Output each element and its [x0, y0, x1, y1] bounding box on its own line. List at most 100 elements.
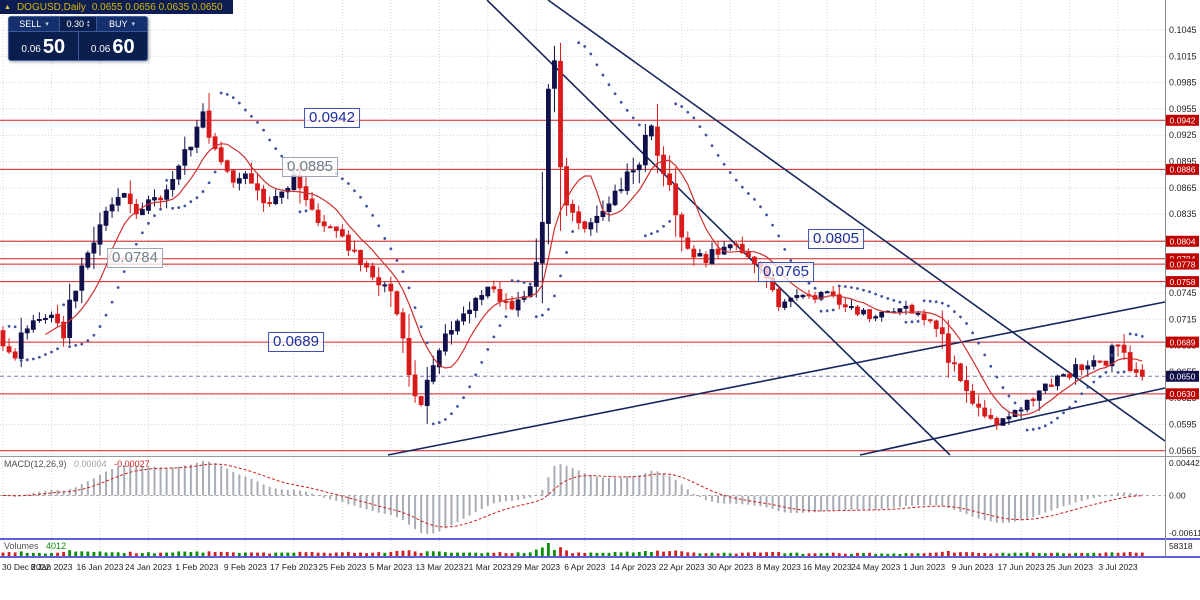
sell-dropdown-icon[interactable]: ▾	[45, 21, 49, 28]
date-label: 16 May 2023	[803, 562, 852, 572]
volume-bar	[589, 552, 593, 556]
sell-price-display[interactable]: 0.06 50	[9, 32, 78, 60]
candle-body	[970, 390, 976, 404]
price-annotation[interactable]: 0.0942	[304, 108, 360, 128]
candle-body	[697, 253, 703, 257]
candle-body	[673, 183, 679, 216]
candle-body	[624, 171, 630, 191]
volume-bar	[462, 552, 465, 556]
price-annotation[interactable]: 0.0885	[282, 157, 338, 177]
candle-body	[1024, 399, 1030, 411]
psar-dot	[122, 270, 126, 274]
psar-dot	[147, 221, 150, 225]
psar-dot	[1122, 370, 1126, 374]
volume-bar	[74, 551, 78, 556]
volume-bar	[577, 552, 581, 556]
psar-dot	[650, 232, 653, 235]
volume-bar	[44, 553, 47, 556]
candle-body	[1115, 344, 1121, 347]
psar-dot	[1140, 334, 1144, 338]
volume-bar	[443, 552, 447, 556]
candle-body	[333, 226, 339, 232]
volume-bar	[595, 552, 599, 556]
price-level-tag-label: 0.0778	[1170, 259, 1196, 269]
buy-price-digits: 60	[112, 36, 135, 58]
psar-dot	[728, 171, 732, 174]
trendline[interactable]	[486, 0, 951, 456]
candle-body	[127, 193, 133, 205]
volume-bar	[559, 547, 562, 556]
psar-dot	[347, 182, 350, 185]
psar-dot	[480, 360, 484, 364]
trendline[interactable]	[547, 0, 1166, 442]
psar-dot	[183, 204, 187, 208]
macd-signal-line	[2, 463, 1143, 528]
psar-dot	[783, 248, 787, 251]
psar-dot	[1049, 421, 1053, 424]
psar-dot	[98, 325, 102, 328]
psar-dot	[940, 301, 944, 305]
price-annotation[interactable]: 0.0784	[107, 248, 163, 268]
one-click-trading-panel: SELL ▾ 0.30 ▴ ▾ BUY ▾ 0.06 50 0.06 60	[8, 16, 148, 61]
volume-bar	[1134, 552, 1138, 556]
sell-price-digits: 50	[42, 36, 66, 58]
moving-average-line	[45, 143, 1143, 416]
candle-body	[236, 178, 242, 184]
volume-bar	[62, 551, 65, 556]
psar-dot	[244, 108, 247, 112]
psar-dot	[25, 358, 29, 362]
price-annotation[interactable]: 0.0689	[268, 332, 324, 352]
spread-spinner-icons[interactable]: ▴ ▾	[87, 19, 90, 29]
psar-dot	[759, 205, 762, 209]
spread-stepper[interactable]: 0.30 ▴ ▾	[59, 17, 97, 31]
sell-button[interactable]: SELL ▾	[9, 17, 59, 31]
volume-bar	[1049, 552, 1053, 556]
volume-bar	[940, 551, 944, 556]
candle-body	[449, 329, 454, 335]
psar-dot	[850, 286, 853, 289]
volume-bar	[425, 551, 429, 556]
candle-body	[824, 291, 830, 294]
volume-bar	[25, 552, 29, 556]
candle-body	[636, 164, 642, 171]
volume-bar	[128, 551, 132, 556]
price-tick-label: 0.0985	[1169, 78, 1197, 88]
price-annotation[interactable]: 0.0765	[758, 262, 814, 282]
buy-button[interactable]: BUY ▾	[97, 17, 147, 31]
candle-body	[309, 198, 315, 210]
psar-dot	[971, 331, 974, 335]
volume-bar	[528, 552, 532, 556]
volume-bar	[401, 550, 405, 556]
date-label: 24 May 2023	[851, 562, 900, 572]
candle-body	[855, 306, 860, 315]
volume-bar	[953, 552, 956, 556]
candle-body	[400, 312, 406, 339]
price-tick-label: 0.0835	[1169, 209, 1197, 219]
candle-body	[321, 221, 327, 227]
candle-body	[91, 242, 97, 254]
psar-dot	[134, 242, 138, 246]
candle-body	[497, 289, 503, 302]
psar-dot	[625, 108, 629, 112]
candle-body	[442, 333, 448, 352]
volume-bar	[862, 552, 865, 556]
psar-dot	[92, 333, 96, 337]
volume-bar	[643, 551, 647, 556]
candle-body	[188, 146, 194, 151]
candle-body	[1036, 390, 1042, 401]
trendline[interactable]	[859, 387, 1166, 456]
candle-body	[18, 332, 24, 359]
trendline[interactable]	[387, 301, 1166, 456]
buy-price-display[interactable]: 0.06 60	[79, 32, 148, 60]
candle-body	[594, 215, 600, 223]
price-annotation[interactable]: 0.0805	[808, 229, 864, 249]
volume-bar	[1092, 552, 1096, 556]
candle-body	[12, 351, 18, 359]
buy-dropdown-icon[interactable]: ▾	[131, 21, 136, 28]
sell-price-prefix: 0.06	[21, 44, 41, 55]
psar-dot	[637, 123, 641, 127]
candle-body	[73, 290, 79, 302]
candle-body	[861, 309, 866, 315]
candle-body	[939, 327, 945, 335]
